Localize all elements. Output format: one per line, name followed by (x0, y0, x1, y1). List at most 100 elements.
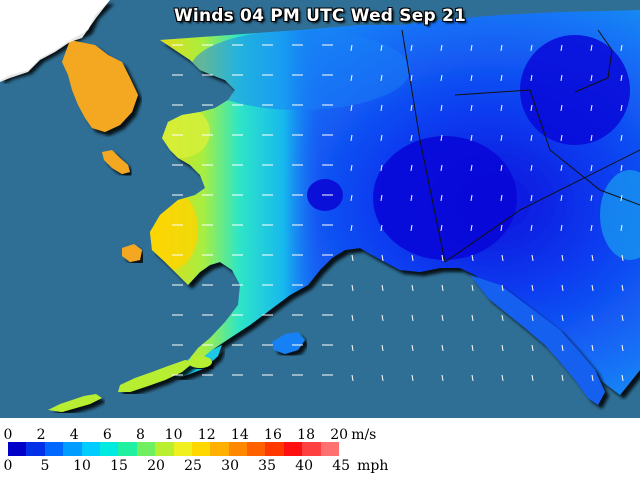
wind-barb (500, 164, 503, 171)
wind-barb (441, 344, 444, 351)
colorbar-swatch (118, 442, 137, 456)
wind-barb (591, 254, 594, 261)
wind-barb (530, 74, 533, 81)
wind-barb (351, 254, 354, 261)
wind-barb (351, 374, 354, 381)
ms-tick-label: 14 (230, 427, 249, 443)
mph-tick-label: 20 (147, 458, 165, 474)
colorbar-swatch (265, 442, 284, 456)
wind-barb (560, 194, 563, 201)
wind-barb (471, 344, 474, 351)
colorbar-swatch (320, 442, 340, 456)
wind-barb (380, 74, 383, 81)
mph-tick-label: 0 (3, 458, 13, 474)
mph-tick-label: 35 (258, 458, 277, 474)
wind-barb (591, 314, 594, 321)
wind-barb (501, 254, 504, 261)
ms-tick-label: 0 (3, 427, 13, 443)
ms-tick-label: 2 (36, 427, 46, 443)
wind-barb (561, 314, 564, 321)
wind-barb (590, 194, 593, 201)
ms-tick-label: 6 (102, 427, 112, 443)
wind-barb (500, 194, 503, 201)
unimak-island (188, 356, 212, 368)
wind-barb (411, 374, 414, 381)
wind-barb (350, 134, 353, 141)
wind-barb (591, 284, 594, 291)
wind-barb (590, 224, 593, 231)
wind-barb (560, 104, 563, 111)
wind-barb (560, 164, 563, 171)
wind-barb (560, 224, 563, 231)
wind-barb (530, 224, 533, 231)
wind-barb (530, 134, 533, 141)
wind-barb (380, 224, 383, 231)
wind-barb (590, 134, 593, 141)
wind-barb (350, 164, 353, 171)
wind-barb (411, 284, 414, 291)
wind-barb (621, 374, 624, 381)
wind-barb (381, 314, 384, 321)
wind-barb (471, 374, 474, 381)
wind-barb (410, 74, 413, 81)
wind-barb (620, 164, 623, 171)
colorbar-swatch (210, 442, 229, 456)
colorbar-swatch (26, 442, 45, 456)
wind-barb (380, 44, 383, 51)
wind-barb (470, 104, 473, 111)
wind-barb (561, 344, 564, 351)
wind-barb (530, 194, 533, 201)
wind-barb (591, 374, 594, 381)
north-slope-lighter (190, 30, 410, 110)
wind-barb (350, 194, 353, 201)
wind-barb (440, 224, 443, 231)
wind-barb (380, 104, 383, 111)
chukotka-coast-white (0, 0, 110, 82)
nwt-border (454, 89, 640, 206)
wind-barb (560, 134, 563, 141)
wind-barb (351, 284, 354, 291)
wind-barb (410, 194, 413, 201)
wind-barb (350, 44, 353, 51)
mph-tick-label: 45 (332, 458, 351, 474)
wind-barb (440, 134, 443, 141)
colorbar-swatch (81, 442, 100, 456)
wind-barb (351, 314, 354, 321)
wind-barb (471, 254, 474, 261)
wind-barb (380, 134, 383, 141)
northeast-calm-zone (520, 35, 630, 145)
wind-barb (620, 104, 623, 111)
yukon-lighter (600, 170, 640, 260)
wind-barb (440, 104, 443, 111)
map-title: Winds 04 PM UTC Wed Sep 21 (173, 6, 467, 26)
wind-barb (620, 134, 623, 141)
aleutian-islands-west (48, 394, 102, 412)
mph-tick-label: 15 (110, 458, 128, 474)
wind-barb (561, 284, 564, 291)
colorbar-swatch (191, 442, 211, 456)
wind-barb (500, 104, 503, 111)
mph-tick-label: 5 (40, 458, 50, 474)
wind-barb (501, 314, 504, 321)
ms-tick-label: 4 (69, 427, 79, 443)
wind-barb (441, 374, 444, 381)
wind-barb (531, 344, 534, 351)
nunivak-island (122, 244, 142, 262)
us-canada-border (401, 29, 446, 263)
ms-tick-label: 20 (330, 427, 349, 443)
interior-calm-zone (373, 136, 517, 260)
wind-barb (471, 314, 474, 321)
colorbar-swatch (283, 442, 303, 456)
southeast-panhandle-islands (470, 275, 605, 405)
wind-barb (531, 284, 534, 291)
mph-tick-label: 30 (221, 458, 239, 474)
colorbar-swatch (8, 442, 27, 456)
aleutian-islands-east (118, 360, 194, 392)
wind-barb (470, 164, 473, 171)
colorbar-swatch (136, 442, 156, 456)
wind-barb (410, 224, 413, 231)
wind-barb (501, 344, 504, 351)
wind-barb (411, 254, 414, 261)
colorbar-swatch (302, 442, 321, 456)
wind-barb (380, 164, 383, 171)
